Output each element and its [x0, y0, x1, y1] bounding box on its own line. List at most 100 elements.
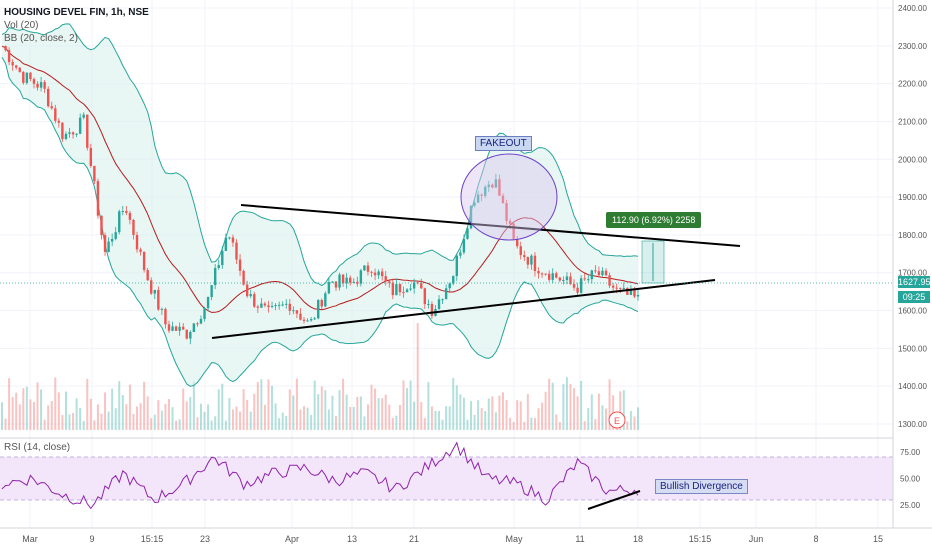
candle-body — [114, 232, 117, 240]
candle-body — [192, 323, 196, 333]
volume-bar — [22, 388, 25, 430]
candle-body — [544, 273, 547, 275]
volume-bar — [8, 378, 11, 430]
candle-body — [253, 294, 256, 307]
measure-label[interactable]: 112.90 (6.92%) 2258 — [606, 212, 702, 228]
volume-bar — [86, 378, 89, 430]
candle-body — [487, 184, 490, 187]
volume-bar — [509, 417, 512, 430]
volume-bar — [626, 421, 629, 430]
divergence-line[interactable] — [587, 490, 641, 510]
volume-bar — [338, 390, 341, 430]
candle-body — [452, 276, 455, 284]
volume-bar — [395, 415, 398, 430]
volume-bar — [11, 397, 14, 430]
candle-body — [619, 287, 622, 289]
candle-body — [103, 235, 107, 252]
fakeout-label[interactable]: FAKEOUT — [475, 136, 532, 151]
candle-body — [349, 277, 352, 283]
candle-body — [331, 281, 334, 283]
volume-bar — [558, 421, 561, 430]
rsi-legend[interactable]: RSI (14, close) — [4, 441, 70, 454]
fakeout-ellipse[interactable] — [460, 153, 558, 241]
time-tick-label: 21 — [409, 534, 419, 544]
time-tick-label: 11 — [575, 534, 584, 544]
candle-body — [295, 310, 299, 314]
volume-bar — [416, 323, 419, 430]
candle-body — [437, 299, 441, 310]
price-tick-label: 1500.00 — [898, 344, 927, 353]
volume-bar — [494, 412, 497, 430]
candle-body — [256, 306, 260, 308]
upper-trendline[interactable] — [240, 204, 741, 247]
volume-bar — [523, 421, 526, 430]
candle-body — [206, 297, 210, 309]
candle-body — [199, 318, 203, 324]
volume-bar — [629, 410, 632, 430]
candle-body — [274, 305, 277, 307]
volume-bar — [565, 377, 568, 430]
volume-bar — [519, 401, 522, 430]
candle-body — [370, 271, 373, 273]
volume-bar — [18, 404, 21, 430]
candle-body — [398, 284, 402, 293]
rsi-tick-label: 75.00 — [900, 448, 921, 457]
volume-bar — [342, 378, 345, 430]
volume-bar — [210, 420, 213, 430]
volume-bar — [605, 408, 608, 430]
candle-body — [174, 326, 178, 331]
price-tick-label: 1900.00 — [898, 193, 927, 202]
candle-body — [384, 276, 387, 282]
candle-body — [412, 282, 416, 289]
volume-bar — [104, 392, 107, 430]
bollinger-indicator-label[interactable]: BB (20, close, 2) — [4, 33, 78, 44]
time-axis[interactable]: Mar 9 15:15 23 Apr 13 21 May 11 18 15:15 Jun 8 15 — [22, 534, 883, 544]
candle-body — [150, 280, 153, 294]
rsi-indicator-label[interactable]: RSI (14, close) — [4, 442, 71, 453]
chart-legend[interactable]: HOUSING DEVEL FIN, 1h, NSE Vol (20) BB (… — [4, 6, 149, 45]
candle-body — [263, 303, 267, 306]
lower-trendline[interactable] — [211, 279, 716, 339]
price-axis[interactable]: 2400.00 2300.00 2200.00 2100.00 2000.00 1900.… — [898, 4, 927, 429]
volume-bar — [217, 389, 220, 430]
rsi-axis[interactable]: 75.00 50.00 25.00 — [900, 448, 921, 510]
volume-bar — [597, 393, 600, 430]
volume-bar — [214, 416, 217, 430]
bullish-divergence-label[interactable]: Bullish Divergence — [655, 479, 748, 494]
candle-body — [189, 332, 192, 339]
candle-body — [146, 270, 149, 281]
candle-body — [636, 294, 640, 297]
time-tick-label: Jun — [749, 534, 764, 544]
volume-bar — [430, 406, 433, 430]
earnings-marker[interactable] — [608, 411, 626, 429]
volume-bar — [246, 399, 249, 430]
volume-bar — [167, 399, 170, 430]
volume-indicator-label[interactable]: Vol (20) — [4, 20, 39, 31]
price-tick-label: 1700.00 — [898, 269, 927, 278]
candle-body — [182, 326, 185, 330]
volume-bar — [452, 378, 455, 430]
candle-body — [15, 65, 18, 68]
volume-bar — [438, 411, 441, 430]
volume-bar — [146, 396, 149, 430]
candle-body — [409, 288, 412, 290]
volume-bar — [320, 386, 323, 430]
volume-bar — [278, 418, 281, 430]
volume-bar — [470, 401, 473, 430]
volume-bar — [153, 414, 156, 430]
candle-body — [277, 304, 281, 306]
volume-bar — [622, 390, 625, 430]
volume-bar — [505, 399, 508, 430]
volume-bar — [288, 389, 291, 430]
candle-body — [167, 324, 171, 331]
candle-body — [245, 284, 249, 297]
volume-bar — [374, 388, 377, 430]
candle-body — [249, 294, 252, 297]
volume-bar — [303, 406, 306, 430]
candle-body — [139, 249, 142, 252]
volume-bar — [526, 394, 529, 430]
time-tick-label: 23 — [200, 534, 210, 544]
candle-body — [64, 133, 68, 140]
candle-body — [29, 72, 32, 80]
